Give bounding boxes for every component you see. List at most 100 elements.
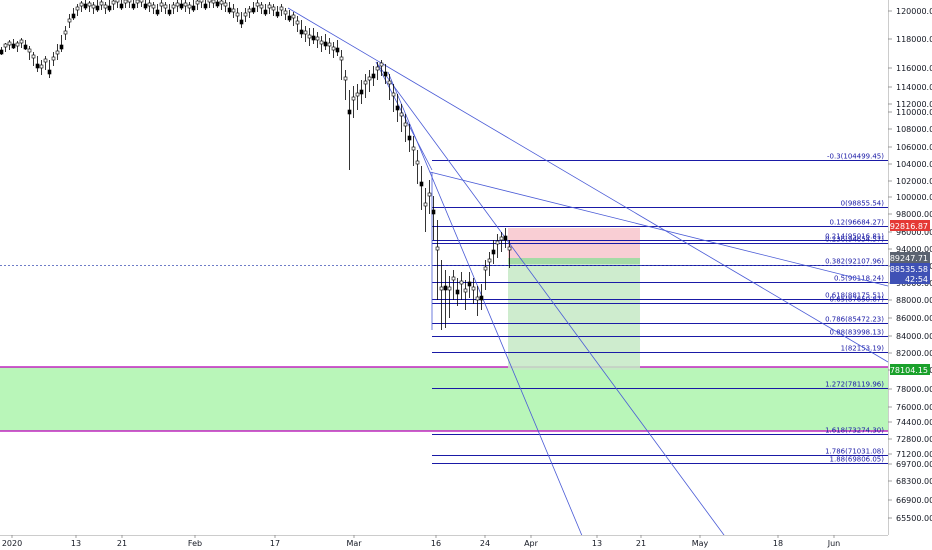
candle-body [435,246,440,251]
price-tick-label: 96000.00 [896,228,932,237]
candle-body [195,0,200,5]
price-tick-label: 65500.00 [896,514,932,523]
support-zone [0,367,888,431]
price-tick-label: 82000.00 [896,349,932,358]
price-tick-label: 68300.00 [896,477,932,486]
price-tick-label: 74400.00 [896,418,932,427]
candle-body [59,44,64,50]
price-tick-label: 120000.00 [896,7,932,16]
candle-body [267,4,272,9]
fib-level-label: 0.618(88175.51) [825,292,884,300]
price-tag [890,273,930,284]
candle-body [159,2,164,7]
candle-body [0,49,4,55]
candle-body [219,0,224,5]
candle-body [315,36,320,41]
candle-body [391,92,396,97]
fib-level-label: 0(98855.54) [841,200,885,208]
candle-body [423,202,428,207]
trend-line [429,171,889,287]
candle-body [187,4,192,9]
candle-body [479,295,484,301]
candle-body [147,2,152,7]
candle-body [231,8,236,13]
candle-body [83,3,88,9]
candle-body [375,66,380,71]
price-tick-label: 78000.00 [896,385,932,394]
time-tick-label: Feb [188,539,202,548]
candle-body [215,1,220,7]
price-tick-label: 94000.00 [896,245,932,254]
candle-body [95,5,100,11]
candle-body [171,4,176,9]
candle-body [91,4,96,9]
time-tick-label: 24 [480,539,490,548]
candle-body [15,42,20,47]
price-tick-label: 108000.00 [896,125,932,134]
fib-level-label: 0.65(87650.87) [830,296,885,304]
candle-body [175,2,180,7]
trend-line [375,61,433,171]
candle-body [115,0,120,3]
time-tick-label: 13 [592,539,602,548]
price-tick-label: 84000.00 [896,332,932,341]
candle-body [447,286,452,291]
candle-body [55,50,60,55]
candle-body [19,39,24,44]
candle-body [499,236,504,241]
candle-body [43,58,48,63]
price-tick-label: 110000.00 [896,108,932,117]
candle-body [271,6,276,11]
candle-body [123,0,128,4]
candle-body [139,0,144,3]
candle-body [399,112,404,117]
candle-body [99,1,104,6]
candle-body [199,0,204,3]
fib-level-label: 0.382(92107.96) [825,258,884,266]
candle-body [255,2,260,7]
candle-body [467,281,472,287]
candle-body [463,288,468,293]
candle-body [223,2,228,7]
time-tick-label: May [692,539,709,548]
candle-body [483,266,488,271]
price-tag [890,364,930,375]
candle-body [111,0,116,5]
time-tick-label: Apr [524,539,539,548]
candle-body [343,76,348,81]
fib-level-label: 1.786(71031.08) [825,448,884,456]
candle-body [27,48,32,53]
fib-level-label: 1(82153.19) [841,345,885,353]
candle-body [63,30,68,35]
price-tick-label: 100000.00 [896,193,932,202]
candle-body [107,5,112,11]
candle-body [299,29,304,35]
candle-body [323,41,328,47]
candle-body [455,289,460,295]
price-tick-label: 98000.00 [896,210,932,219]
fib-level-label: 0.236(94654.57) [825,236,884,244]
candle-body [335,47,340,53]
price-tick-label: 112000.00 [896,100,932,109]
candle-body [507,246,512,251]
candle-body [23,44,28,50]
candle-body [203,3,208,9]
candle-body [367,76,372,81]
fib-level-label: 0.88(83998.13) [830,329,885,337]
price-tag-label: 89247.71 [890,254,928,263]
candle-body [131,3,136,9]
candle-body [71,13,76,19]
candle-body [135,0,140,4]
trend-line [387,71,589,550]
fib-level-label: -0.3(104499.45) [827,153,884,161]
candle-body [359,89,364,95]
candle-body [339,56,344,61]
candle-body [119,3,124,9]
candle-body [311,35,316,41]
trend-line [287,7,889,363]
price-tag [890,252,930,263]
candle-body [279,6,284,11]
candle-body [503,235,508,241]
candle-body [67,18,72,23]
